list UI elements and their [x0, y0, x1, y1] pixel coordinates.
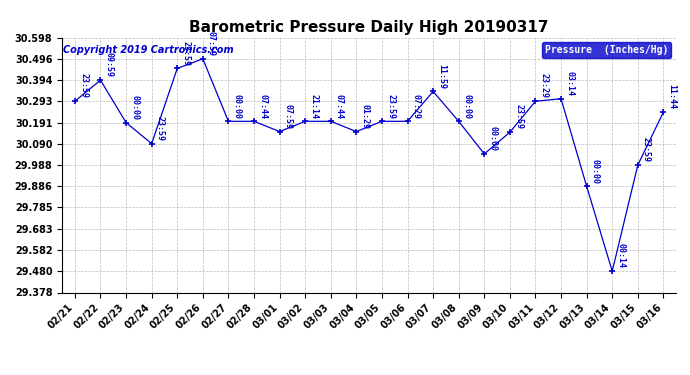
Legend: Pressure  (Inches/Hg): Pressure (Inches/Hg) — [542, 42, 671, 58]
Text: Copyright 2019 Cartronics.com: Copyright 2019 Cartronics.com — [63, 45, 234, 55]
Text: 23:59: 23:59 — [386, 93, 395, 118]
Text: 23:59: 23:59 — [181, 40, 190, 66]
Text: 07:29: 07:29 — [412, 93, 421, 118]
Text: 23:59: 23:59 — [79, 74, 88, 99]
Text: 23:59: 23:59 — [156, 116, 165, 141]
Title: Barometric Pressure Daily High 20190317: Barometric Pressure Daily High 20190317 — [189, 20, 549, 35]
Text: 01:29: 01:29 — [360, 104, 370, 129]
Text: 23:29: 23:29 — [540, 74, 549, 99]
Text: 00:00: 00:00 — [463, 93, 472, 118]
Text: 07:44: 07:44 — [335, 93, 344, 118]
Text: 00:14: 00:14 — [616, 243, 625, 268]
Text: 00:00: 00:00 — [489, 126, 497, 151]
Text: 00:00: 00:00 — [130, 95, 139, 120]
Text: 21:14: 21:14 — [309, 93, 318, 118]
Text: 09:59: 09:59 — [105, 53, 114, 77]
Text: 03:14: 03:14 — [565, 71, 574, 96]
Text: 23:59: 23:59 — [514, 104, 523, 129]
Text: 11:44: 11:44 — [667, 84, 677, 109]
Text: 07:59: 07:59 — [207, 31, 216, 56]
Text: 07:44: 07:44 — [258, 93, 267, 118]
Text: 00:00: 00:00 — [591, 159, 600, 183]
Text: 11:59: 11:59 — [437, 64, 446, 88]
Text: 23:59: 23:59 — [642, 137, 651, 162]
Text: 00:00: 00:00 — [233, 93, 241, 118]
Text: 07:59: 07:59 — [284, 104, 293, 129]
